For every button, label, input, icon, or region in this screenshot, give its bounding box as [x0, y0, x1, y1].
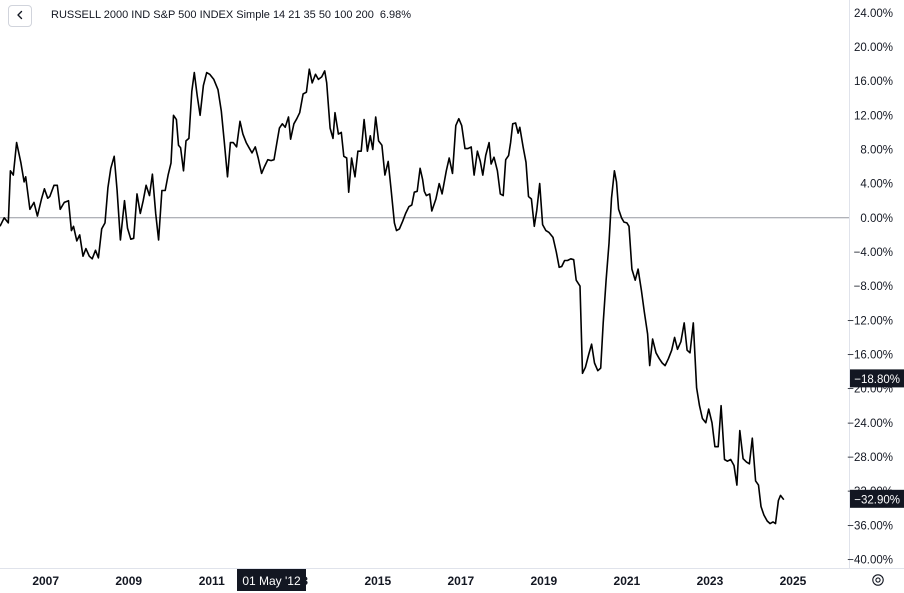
y-tick-label: 4.00%: [860, 179, 893, 191]
y-tick-label: −8.00%: [854, 281, 893, 293]
series-line-0: [0, 68, 785, 525]
y-tick-label: 12.00%: [854, 110, 893, 122]
back-button[interactable]: [8, 5, 32, 27]
price-label-bg: [850, 369, 904, 388]
crosshair-time-label-bg: [237, 569, 306, 591]
settings-button[interactable]: [868, 572, 888, 592]
gear-icon: [871, 573, 885, 592]
x-tick-label: 2007: [32, 574, 59, 588]
y-tick-label: −28.00%: [847, 452, 893, 464]
x-tick-label: 2011: [199, 574, 225, 588]
y-tick-label: −4.00%: [854, 247, 893, 259]
x-tick-label: 2017: [447, 574, 474, 588]
y-tick-label: 24.00%: [854, 8, 893, 20]
x-tick-label: 2021: [614, 574, 641, 588]
price-label: −18.80%: [854, 374, 900, 386]
y-tick-label: −12.00%: [847, 315, 893, 327]
legend-value: 6.98%: [379, 9, 412, 21]
y-tick-label: −40.00%: [847, 554, 893, 566]
x-tick-label: 2009: [115, 574, 142, 588]
y-tick-label: −16.00%: [847, 349, 893, 361]
price-label-bg: [850, 489, 904, 508]
y-tick-label: −36.00%: [847, 520, 893, 532]
y-tick-label: 16.00%: [854, 76, 893, 88]
chart-header: RUSSELL 2000 IND S&P 500 INDEX Simple 14…: [0, 0, 850, 30]
legend-title: RUSSELL 2000 IND S&P 500 INDEX Simple 14…: [51, 9, 374, 21]
price-label: −32.90%: [854, 494, 900, 506]
y-tick-label: 0.00%: [860, 213, 893, 225]
chart-legend: RUSSELL 2000 IND S&P 500 INDEX Simple 14…: [51, 9, 411, 21]
x-tick-label: 2019: [531, 574, 558, 588]
y-tick-label: −24.00%: [847, 418, 893, 430]
x-tick-label: 2015: [364, 574, 391, 588]
crosshair-time-label: 01 May '12: [242, 574, 301, 588]
y-tick-label: 8.00%: [860, 144, 893, 156]
x-tick-label: 2025: [780, 574, 807, 588]
y-tick-label: 20.00%: [854, 42, 893, 54]
chevron-left-icon: [15, 7, 25, 25]
x-tick-label: 2023: [697, 574, 724, 588]
